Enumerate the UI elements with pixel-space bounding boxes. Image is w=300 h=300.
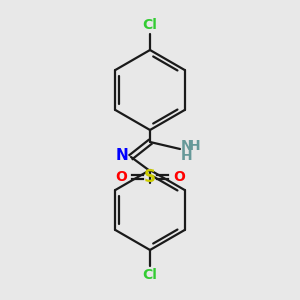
Text: N: N <box>115 148 128 164</box>
Text: Cl: Cl <box>142 18 158 32</box>
Text: N: N <box>181 139 193 153</box>
Text: O: O <box>115 170 127 184</box>
Text: H: H <box>189 139 201 153</box>
Text: H: H <box>181 149 193 163</box>
Text: S: S <box>144 168 156 186</box>
Text: Cl: Cl <box>142 268 158 282</box>
Text: O: O <box>173 170 185 184</box>
